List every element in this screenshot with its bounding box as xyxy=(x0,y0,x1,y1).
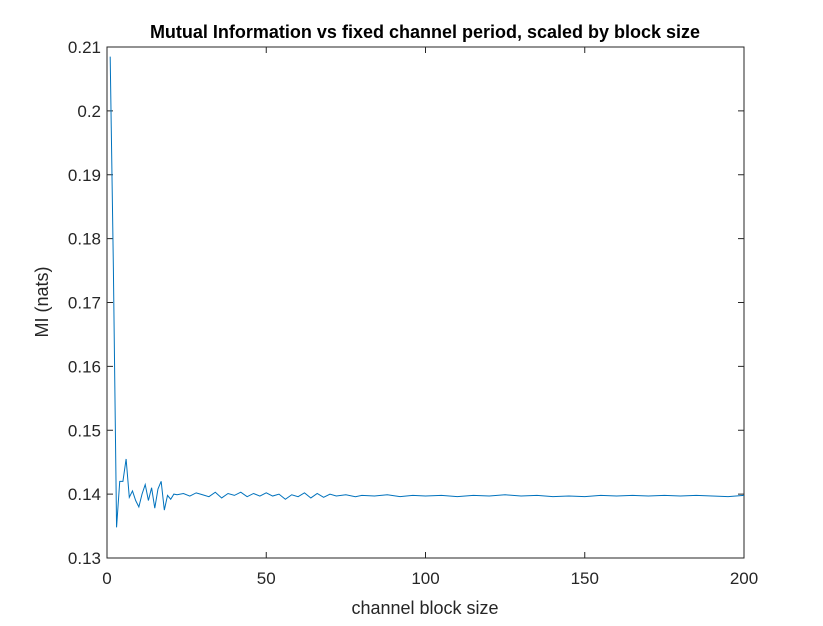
x-tick-label: 200 xyxy=(730,569,758,588)
x-tick-label: 100 xyxy=(411,569,439,588)
plot-area xyxy=(106,46,745,559)
axis-tick-labels: 0 50 100 150 200 0.13 0.14 0.15 0.16 0.17 0.18 0.19… xyxy=(68,38,758,588)
chart-title: Mutual Information vs fixed channel peri… xyxy=(150,22,700,42)
y-tick-label: 0.16 xyxy=(68,357,101,376)
y-tick-label: 0.19 xyxy=(68,166,101,185)
x-tick-label: 50 xyxy=(257,569,276,588)
y-tick-label: 0.21 xyxy=(68,38,101,57)
y-axis-label: MI (nats) xyxy=(32,266,52,337)
x-axis-label: channel block size xyxy=(351,598,498,618)
y-tick-label: 0.13 xyxy=(68,549,101,568)
y-tick-label: 0.15 xyxy=(68,421,101,440)
y-tick-label: 0.18 xyxy=(68,230,101,249)
series-line xyxy=(109,56,745,528)
axis-ticks xyxy=(106,46,745,559)
y-tick-label: 0.14 xyxy=(68,485,101,504)
y-tick-label: 0.17 xyxy=(68,294,101,313)
x-tick-label: 0 xyxy=(102,569,111,588)
x-tick-label: 150 xyxy=(571,569,599,588)
y-tick-label: 0.2 xyxy=(77,102,101,121)
